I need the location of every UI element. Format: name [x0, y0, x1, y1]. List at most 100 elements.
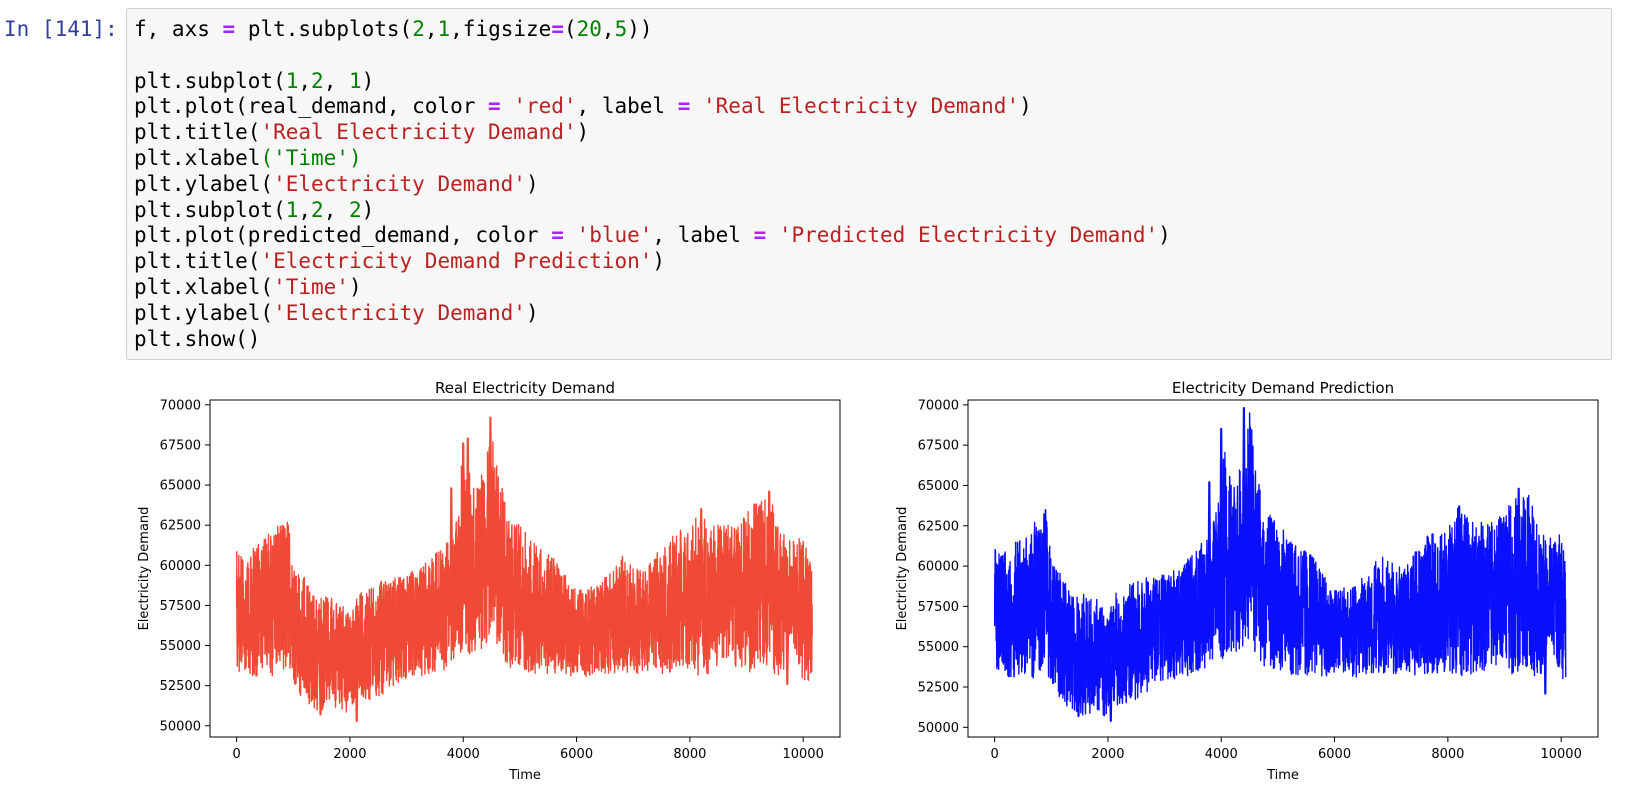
code-token: plt.subplots( [235, 17, 413, 41]
code-line: f, axs = plt.subplots(2,1,figsize=(20,5)… [134, 17, 1171, 43]
y-tick-label: 50000 [918, 721, 959, 736]
x-tick-label: 8000 [1431, 747, 1464, 762]
code-token: = [222, 17, 236, 41]
code-token: f, axs [134, 17, 223, 41]
code-token: ('Time') [260, 145, 362, 170]
x-axis-label: Time [1266, 768, 1299, 783]
code-token [564, 223, 577, 247]
code-token: 'Electricity Demand' [273, 171, 526, 196]
code-token: plt.subplot( [134, 197, 286, 222]
code-token: ) [348, 274, 362, 299]
x-tick-label: 0 [232, 747, 240, 762]
code-token: plt.subplot( [134, 68, 286, 93]
code-token: plt.xlabel( [134, 274, 274, 299]
y-tick-label: 57500 [918, 600, 959, 615]
code-token: 20 [576, 17, 602, 41]
x-tick-label: 2000 [333, 747, 366, 762]
series-spike [785, 605, 790, 686]
y-tick-label: 62500 [160, 519, 201, 534]
code-token: plt.xlabel [134, 145, 261, 170]
y-tick-label: 65000 [160, 479, 201, 494]
code-token: 'Predicted Electricity Demand' [778, 223, 1159, 248]
code-token [690, 94, 703, 118]
y-tick-label: 67500 [918, 439, 959, 454]
series-spike [1241, 406, 1246, 551]
code-token: = [551, 17, 564, 41]
code-text[interactable]: f, axs = plt.subplots(2,1,figsize=(20,5)… [134, 17, 1171, 352]
code-token: ) [525, 300, 539, 325]
axes-frame [209, 399, 841, 738]
series-spike [1108, 662, 1113, 722]
code-token: 5 [614, 17, 628, 41]
y-tick-label: 57500 [160, 599, 201, 614]
code-token: ) [576, 120, 590, 145]
code-token: 'Electricity Demand Prediction' [260, 249, 653, 274]
code-line: plt.subplot(1,2, 2) [134, 198, 1171, 224]
chart-title: Electricity Demand Prediction [1172, 379, 1394, 397]
code-token [501, 94, 514, 118]
code-token: plt.show() [134, 326, 261, 351]
y-tick-label: 60000 [160, 559, 201, 574]
code-token: 2 [348, 197, 362, 222]
series-spike [1543, 606, 1548, 695]
series-spike [699, 508, 704, 598]
output-figure: 0 2000 4000 6000 8000 10000 50000 52500 55000 575… [137, 379, 1599, 783]
series-line [993, 412, 1567, 717]
code-token: , [424, 17, 438, 41]
code-line [134, 43, 1171, 69]
code-token: 2 [311, 68, 324, 93]
series-spike [1207, 481, 1212, 599]
code-token: 1 [437, 17, 451, 41]
code-token: 2 [311, 197, 324, 222]
code-line: plt.xlabel('Time') [134, 146, 1171, 172]
series-spike [488, 416, 493, 550]
code-token: plt.ylabel( [134, 300, 274, 325]
series-spike [1219, 427, 1224, 567]
y-tick-label: 65000 [918, 479, 959, 494]
y-tick-label: 50000 [160, 719, 201, 734]
y-axis-label: Electricity Demand [895, 507, 910, 631]
code-line: plt.plot(predicted_demand, color = 'blue… [134, 223, 1171, 249]
code-token: ) [1019, 94, 1032, 119]
series-spike [354, 652, 359, 723]
code-token: 'Real Electricity Demand' [260, 120, 577, 145]
series-line [235, 441, 813, 713]
code-token: plt.ylabel( [134, 171, 274, 196]
x-axis-label: Time [508, 768, 541, 783]
code-token: plt.title( [134, 120, 261, 145]
code-line: plt.show() [134, 327, 1171, 353]
code-token: ) [1158, 223, 1171, 248]
code-token: 1 [285, 68, 299, 93]
code-token: , label [652, 223, 754, 248]
code-token: 1 [348, 68, 362, 93]
x-tick-label: 10000 [1540, 747, 1581, 762]
y-tick-label: 70000 [160, 398, 201, 413]
code-token: , [323, 197, 349, 222]
x-tick-label: 8000 [673, 747, 706, 762]
series-spike [1535, 604, 1540, 637]
code-token: = [753, 223, 767, 248]
code-token: , [323, 68, 349, 93]
series-spike [318, 656, 323, 716]
code-cell-editor[interactable]: f, axs = plt.subplots(2,1,figsize=(20,5)… [126, 8, 1612, 360]
y-tick-label: 55000 [160, 639, 201, 654]
code-token: 1 [285, 197, 299, 222]
code-token: ) [361, 197, 375, 222]
x-tick-label: 0 [990, 747, 998, 762]
cell-prompt: In [141]: [4, 17, 118, 41]
y-tick-label: 60000 [918, 560, 959, 575]
code-token: plt.plot(real_demand, color [134, 94, 489, 119]
code-token [766, 223, 779, 247]
x-tick-label: 10000 [782, 747, 823, 762]
series-spike [777, 603, 782, 637]
code-line: plt.plot(real_demand, color = 'red', lab… [134, 94, 1171, 120]
code-token: ) [525, 171, 539, 196]
code-line: plt.xlabel('Time') [134, 275, 1171, 301]
axes-frame [967, 399, 1599, 738]
series-spike [767, 490, 772, 590]
x-tick-label: 2000 [1091, 747, 1124, 762]
code-token: 'blue' [576, 223, 653, 248]
series-spike [465, 437, 470, 569]
x-tick-label: 6000 [560, 747, 593, 762]
y-tick-label: 52500 [918, 681, 959, 696]
